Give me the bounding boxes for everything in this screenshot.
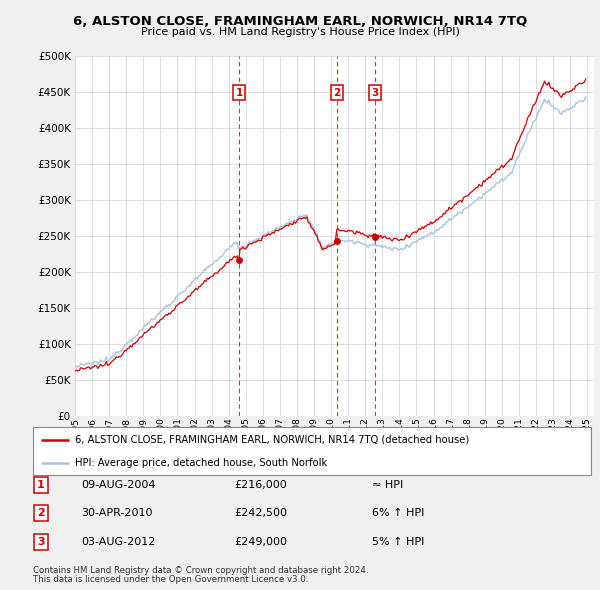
- Text: 6, ALSTON CLOSE, FRAMINGHAM EARL, NORWICH, NR14 7TQ: 6, ALSTON CLOSE, FRAMINGHAM EARL, NORWIC…: [73, 15, 527, 28]
- Text: 1: 1: [37, 480, 44, 490]
- Text: £249,000: £249,000: [234, 537, 287, 546]
- Text: ≈ HPI: ≈ HPI: [372, 480, 403, 490]
- Text: 1: 1: [235, 88, 242, 98]
- Text: This data is licensed under the Open Government Licence v3.0.: This data is licensed under the Open Gov…: [33, 575, 308, 584]
- Text: 2: 2: [333, 88, 340, 98]
- Text: 5% ↑ HPI: 5% ↑ HPI: [372, 537, 424, 546]
- Text: 30-APR-2010: 30-APR-2010: [81, 509, 152, 518]
- Text: Contains HM Land Registry data © Crown copyright and database right 2024.: Contains HM Land Registry data © Crown c…: [33, 566, 368, 575]
- Text: 3: 3: [37, 537, 44, 546]
- Text: 03-AUG-2012: 03-AUG-2012: [81, 537, 155, 546]
- Text: HPI: Average price, detached house, South Norfolk: HPI: Average price, detached house, Sout…: [75, 458, 327, 468]
- Text: £216,000: £216,000: [234, 480, 287, 490]
- Text: 6% ↑ HPI: 6% ↑ HPI: [372, 509, 424, 518]
- Text: £242,500: £242,500: [234, 509, 287, 518]
- Text: 3: 3: [371, 88, 379, 98]
- Text: 2: 2: [37, 509, 44, 518]
- Text: 09-AUG-2004: 09-AUG-2004: [81, 480, 155, 490]
- Text: 6, ALSTON CLOSE, FRAMINGHAM EARL, NORWICH, NR14 7TQ (detached house): 6, ALSTON CLOSE, FRAMINGHAM EARL, NORWIC…: [75, 435, 469, 445]
- Text: Price paid vs. HM Land Registry's House Price Index (HPI): Price paid vs. HM Land Registry's House …: [140, 27, 460, 37]
